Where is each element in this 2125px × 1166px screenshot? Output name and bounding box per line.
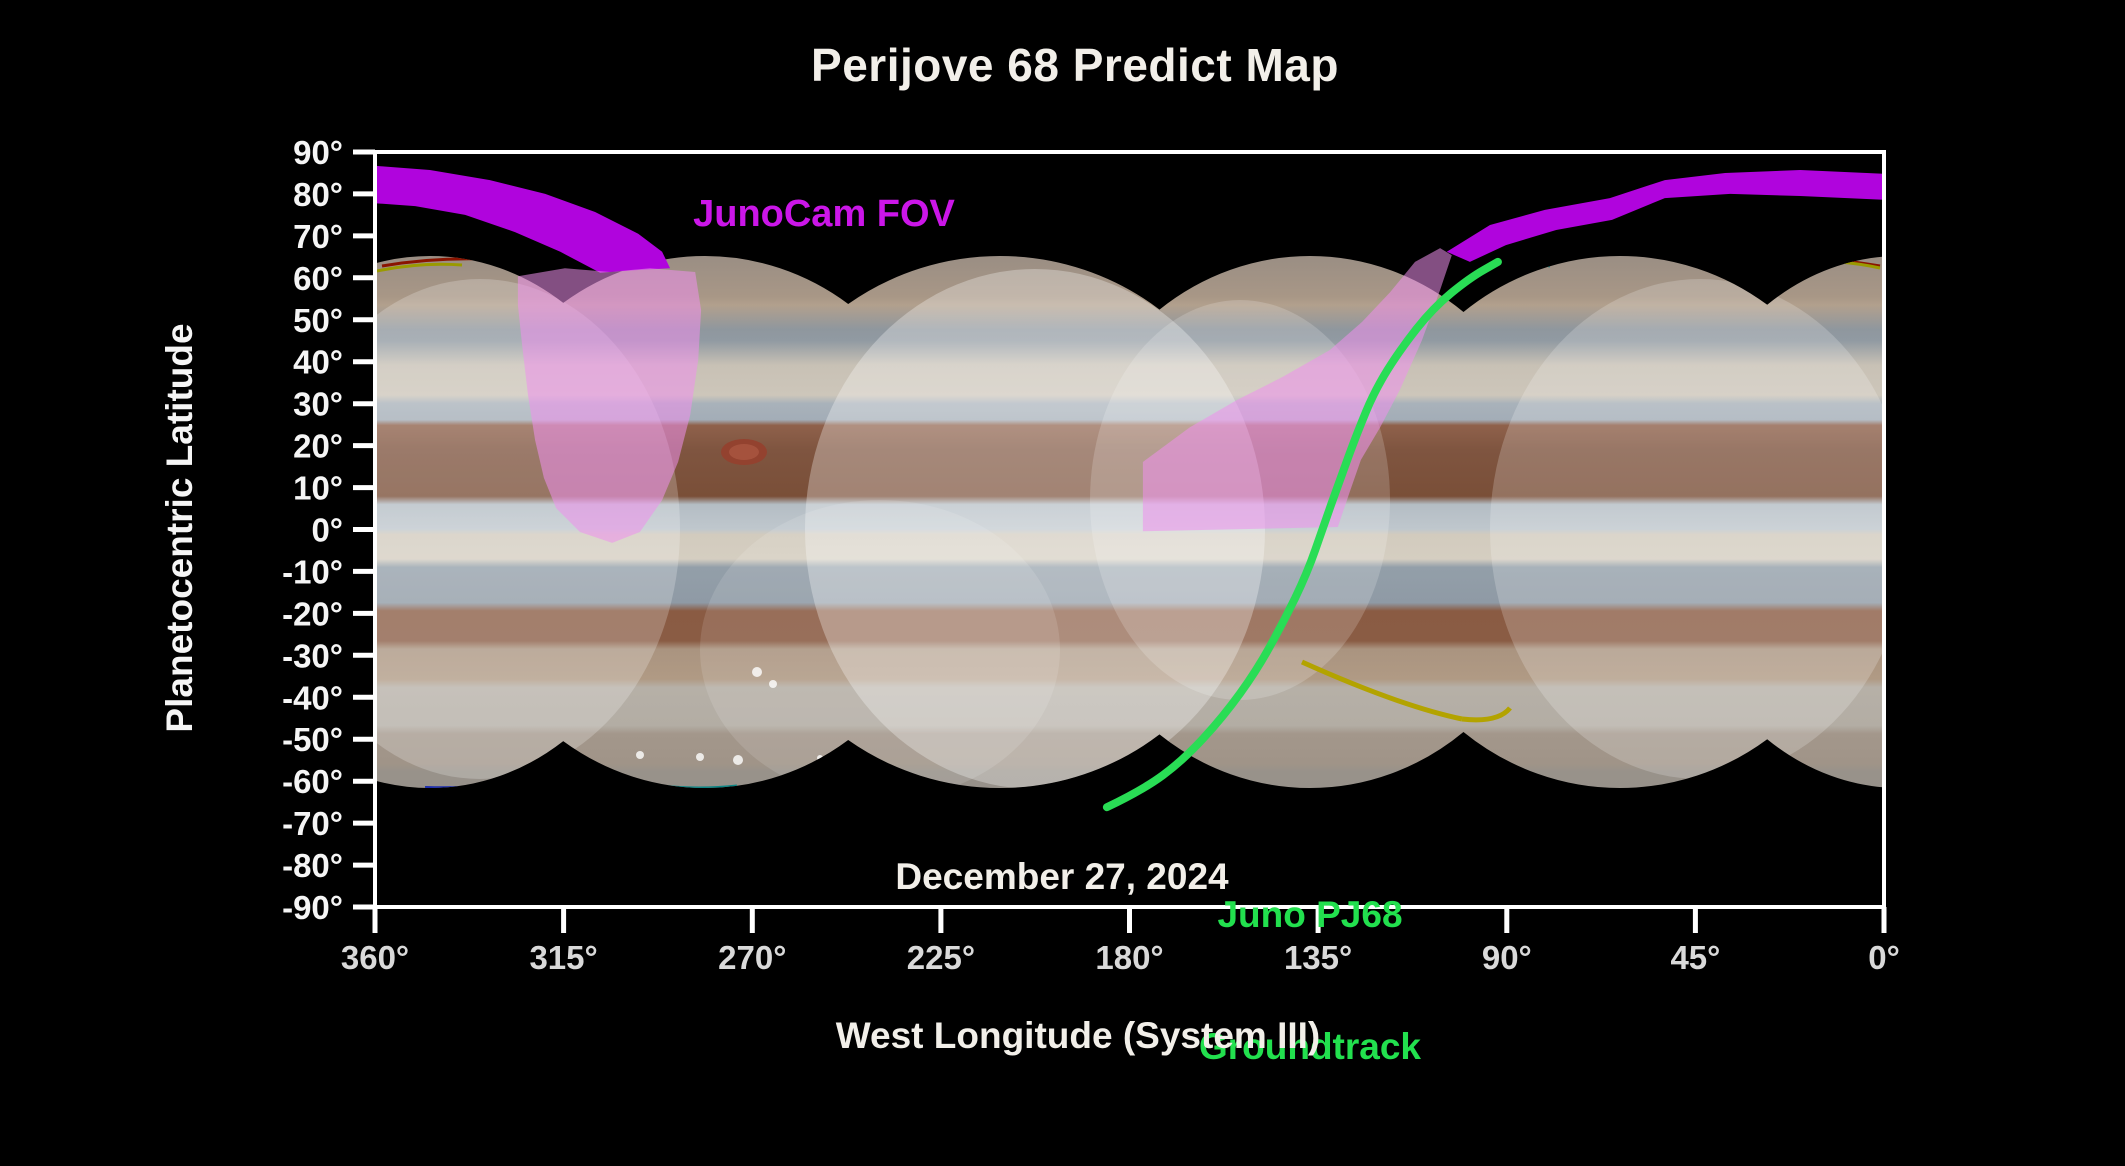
y-tick-label: 70° (293, 218, 343, 255)
storm-oval (769, 680, 777, 688)
y-tick-label: -90° (282, 889, 343, 926)
y-tick-label: -80° (282, 847, 343, 884)
mosaic-edge-fringe (1461, 706, 1512, 723)
mosaic-highlight (1490, 279, 1884, 779)
x-tick-label: 180° (1095, 939, 1163, 976)
page-title: Perijove 68 Predict Map (811, 39, 1339, 91)
junocam-fov-north-east-solid (1446, 170, 1884, 262)
groundtrack-annotation-line1: Juno PJ68 (1217, 894, 1403, 935)
x-axis-title: West Longitude (System III) (835, 1015, 1321, 1056)
x-tick-label: 225° (907, 939, 975, 976)
y-tick-label: -10° (282, 553, 343, 590)
mosaic-highlight (805, 269, 1265, 788)
x-tick-label: 270° (718, 939, 786, 976)
date-annotation: December 27, 2024 (895, 856, 1229, 897)
y-tick-label: 0° (311, 512, 343, 549)
x-tick-label: 0° (1868, 939, 1900, 976)
storm-oval (636, 751, 644, 759)
great-red-spot-core (729, 444, 759, 460)
x-tick-label: 360° (341, 939, 409, 976)
junocam-fov-annotation: JunoCam FOV (693, 193, 955, 235)
y-tick-label: -30° (282, 637, 343, 674)
x-tick-label: 45° (1670, 939, 1720, 976)
y-tick-label: -70° (282, 805, 343, 842)
y-tick-label: 50° (293, 302, 343, 339)
y-tick-label: 10° (293, 470, 343, 507)
juno-pj68-groundtrack-line (1102, 257, 1502, 812)
groundtrack-annotation-line2: Groundtrack (1198, 1026, 1422, 1067)
groundtrack-annotation: Juno PJ68 Groundtrack (1199, 805, 1421, 1157)
mosaic-edge-fringe (376, 262, 463, 273)
junocam-fov-mid-swath (1142, 248, 1452, 532)
storm-oval (696, 753, 704, 761)
mosaic-highlight (700, 500, 1060, 788)
y-tick-label: -60° (282, 763, 343, 800)
y-tick-label: 90° (293, 134, 343, 171)
junocam-fov-north-west-solid (375, 165, 671, 273)
x-tick-label: 135° (1284, 939, 1352, 976)
storm-oval (752, 667, 762, 677)
plot-area (375, 165, 1884, 812)
y-tick-label: -40° (282, 679, 343, 716)
x-tick-label: 315° (529, 939, 597, 976)
junocam-fov-left-swath (517, 268, 702, 543)
y-tick-label: 80° (293, 176, 343, 213)
y-axis-title: Planetocentric Latitude (159, 323, 200, 733)
y-tick-label: 30° (293, 386, 343, 423)
y-tick-label: -50° (282, 721, 343, 758)
mosaic-edge-fringe (1300, 659, 1463, 722)
y-tick-label: 20° (293, 428, 343, 465)
y-tick-label: -20° (282, 595, 343, 632)
y-tick-label: 60° (293, 260, 343, 297)
storm-oval (733, 755, 743, 765)
x-tick-label: 90° (1482, 939, 1532, 976)
y-tick-label: 40° (293, 344, 343, 381)
